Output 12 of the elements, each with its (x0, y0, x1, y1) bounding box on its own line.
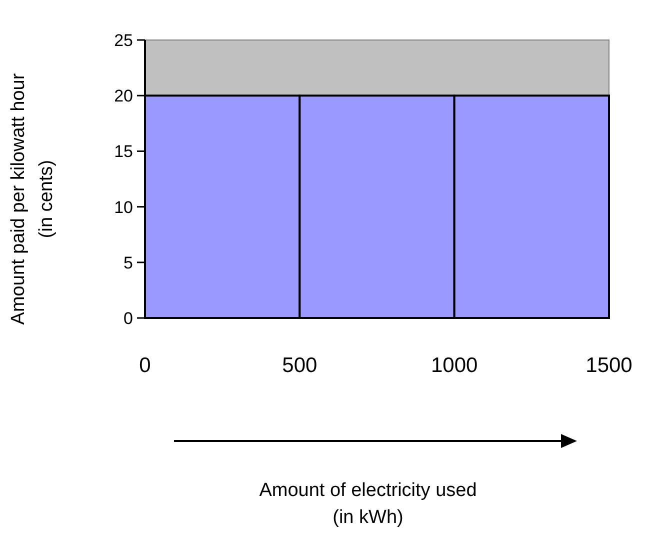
x-tick-label: 1000 (430, 354, 478, 377)
y-tick-label: 0 (124, 308, 133, 328)
y-tick-label: 20 (114, 86, 133, 106)
x-tick-label: 1500 (586, 354, 632, 377)
x-tick-label: 0 (139, 354, 151, 377)
y-tick-label: 10 (114, 198, 133, 217)
text: Amount of electricity used (in kWh) (259, 480, 477, 528)
y-axis-title: Amount paid per kilowatt hour (in cents) (8, 72, 57, 325)
y-tick-label: 5 (124, 253, 133, 272)
y-tick-label: 25 (114, 30, 133, 50)
y-tick-label: 15 (114, 142, 133, 162)
x-tick-label: 500 (282, 354, 318, 377)
